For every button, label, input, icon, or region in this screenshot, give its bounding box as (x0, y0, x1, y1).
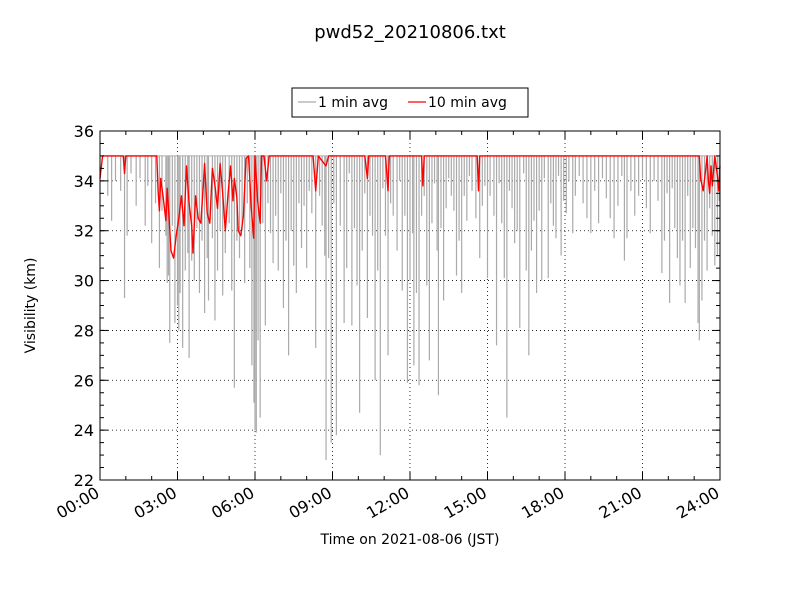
y-tick-label: 24 (74, 421, 94, 440)
grid-lines (100, 131, 720, 480)
y-tick-label: 26 (74, 371, 94, 390)
x-tick-label: 09:00 (286, 483, 335, 523)
x-axis-label: Time on 2021-08-06 (JST) (320, 532, 500, 548)
y-tick-label: 22 (74, 471, 94, 490)
legend: 1 min avg 10 min avg (291, 87, 529, 118)
y-tick-label: 28 (74, 321, 94, 340)
plot-area (99, 155, 721, 461)
y-tick-label: 32 (74, 222, 94, 241)
y-tick-label: 30 (74, 272, 94, 291)
legend-label-10min: 10 min avg (428, 95, 507, 111)
y-axis-label: Visibility (km) (23, 258, 39, 354)
x-tick-label: 24:00 (673, 483, 722, 523)
x-tick-label: 12:00 (363, 483, 412, 523)
series-10min-line (99, 155, 721, 259)
x-tick-label: 06:00 (208, 483, 257, 523)
x-tick-label: 21:00 (596, 483, 645, 523)
x-tick-label: 03:00 (131, 483, 180, 523)
legend-label-1min: 1 min avg (318, 95, 388, 111)
y-tick-label: 36 (74, 122, 94, 141)
chart-title: pwd52_20210806.txt (314, 22, 506, 43)
x-tick-label: 18:00 (518, 483, 567, 523)
y-tick-label: 34 (74, 172, 94, 191)
x-tick-label: 15:00 (441, 483, 490, 523)
